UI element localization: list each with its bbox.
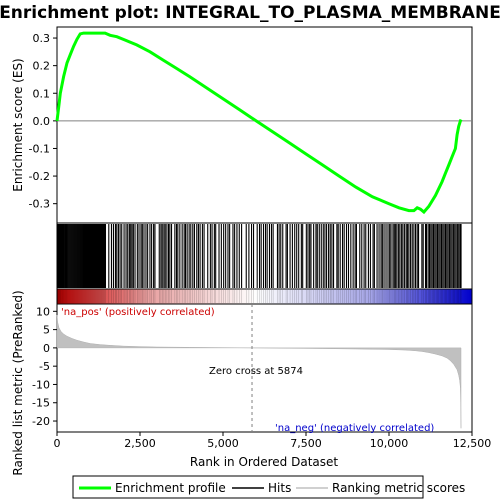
x-axis: 0 2,500 5,000 7,500 10,000 12,500 [54,432,492,450]
positive-correlation-label: 'na_pos' (positively correlated) [61,307,215,318]
metric-y-tick-label: 0 [43,342,50,355]
es-y-tick-label: -0.3 [29,198,50,211]
legend-item-metric: Ranking metric scores [296,481,465,495]
legend-item-enrichment: Enrichment profile [79,481,226,495]
metric-y-tick-label: 5 [43,324,50,337]
metric-y-axis: -20 -15 -10 -5 0 5 10 [32,305,57,428]
es-y-tick-label: -0.2 [29,170,50,183]
x-tick-label: 2,500 [124,437,156,450]
x-tick-label: 0 [54,437,61,450]
es-y-axis: -0.3 -0.2 -0.1 0.0 0.1 0.2 0.3 [29,32,57,211]
x-tick-label: 12,500 [453,437,492,450]
metric-y-label: Ranked list metric (PreRanked) [11,290,25,475]
x-tick-label: 5,000 [207,437,239,450]
ranking-metric-area [56,314,462,429]
es-y-tick-label: 0.3 [33,32,51,45]
es-y-tick-label: 0.1 [33,87,51,100]
es-y-label: Enrichment score (ES) [11,58,25,191]
metric-panel-frame [56,303,473,433]
legend-label-enrichment: Enrichment profile [115,481,226,495]
hits-marks [56,224,462,288]
es-y-tick-label: 0.2 [33,60,51,73]
metric-y-tick-label: 10 [36,305,50,318]
x-tick-label: 7,500 [290,437,322,450]
metric-y-tick-label: -20 [32,415,50,428]
legend-box [72,475,424,499]
metric-y-tick-label: -10 [32,378,50,391]
rank-color-bar [56,288,473,305]
legend-label-hits: Hits [268,481,291,495]
legend-label-metric: Ranking metric scores [332,481,465,495]
x-axis-label: Rank in Ordered Dataset [190,455,338,469]
negative-correlation-label: 'na_neg' (negatively correlated) [275,423,434,434]
enrichment-profile-line [55,31,463,215]
metric-y-tick-label: -15 [32,397,50,410]
es-y-tick-label: 0.0 [33,115,51,128]
hits-panel-frame [56,222,473,290]
metric-y-tick-label: -5 [39,360,50,373]
es-y-tick-label: -0.1 [29,142,50,155]
rank-bar-hit-ticks [56,290,462,303]
x-tick-label: 10,000 [370,437,409,450]
zero-cross-label: Zero cross at 5874 [209,366,303,377]
legend-item-hits: Hits [232,481,291,495]
chart-title: Enrichment plot: INTEGRAL_TO_PLASMA_MEMB… [0,3,500,23]
